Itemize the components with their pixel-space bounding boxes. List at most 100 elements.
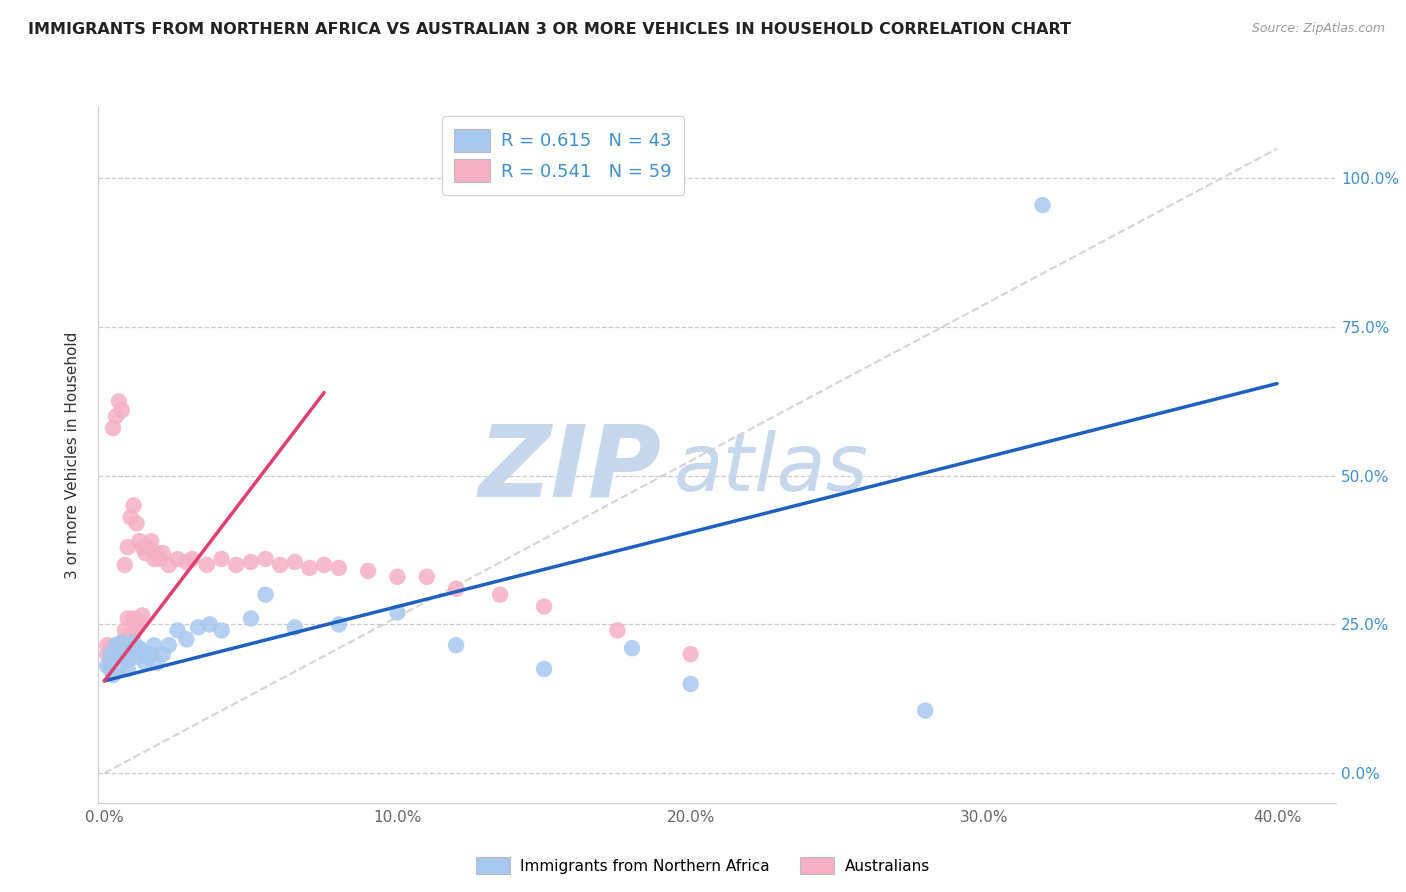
Point [416,570,439,584]
Point [117,540,139,554]
Point [357,564,380,578]
Point [489,588,512,602]
Point [134,546,156,560]
Point [166,552,188,566]
Point [141,647,163,661]
Point [157,558,180,572]
Point [152,647,174,661]
Point [108,662,131,676]
Point [117,662,139,676]
Point [122,635,145,649]
Point [125,516,148,531]
Point [328,617,350,632]
Point [444,582,467,596]
Point [914,704,936,718]
Point [176,632,198,647]
Point [606,624,628,638]
Point [114,624,136,638]
Point [105,650,128,665]
Point [387,606,409,620]
Point [176,555,198,569]
Point [114,641,136,656]
Point [679,677,702,691]
Point [152,546,174,560]
Point [157,638,180,652]
Point [122,499,145,513]
Point [114,638,136,652]
Point [143,552,166,566]
Point [1031,198,1053,212]
Point [117,653,139,667]
Point [298,561,321,575]
Point [198,617,221,632]
Point [108,644,131,658]
Legend: R = 0.615   N = 43, R = 0.541   N = 59: R = 0.615 N = 43, R = 0.541 N = 59 [441,116,685,195]
Point [195,558,218,572]
Point [108,394,131,409]
Point [143,638,166,652]
Point [128,534,150,549]
Point [239,611,262,625]
Text: Source: ZipAtlas.com: Source: ZipAtlas.com [1251,22,1385,36]
Point [117,632,139,647]
Point [146,656,169,670]
Point [125,620,148,634]
Point [125,650,148,665]
Point [101,647,124,661]
Point [533,599,555,614]
Point [284,555,307,569]
Point [444,638,467,652]
Point [98,641,121,656]
Point [98,662,121,676]
Point [621,641,644,656]
Point [111,647,134,661]
Point [328,561,350,575]
Point [105,409,128,424]
Point [149,552,172,566]
Point [284,620,307,634]
Point [131,608,153,623]
Point [120,626,142,640]
Point [105,650,128,665]
Point [211,624,233,638]
Point [114,650,136,665]
Point [122,611,145,625]
Point [117,611,139,625]
Point [211,552,233,566]
Point [136,540,159,554]
Point [254,588,277,602]
Point [269,558,291,572]
Point [181,552,204,566]
Point [679,647,702,661]
Point [225,558,247,572]
Point [105,638,128,652]
Point [114,558,136,572]
Point [96,659,118,673]
Point [98,656,121,670]
Text: IMMIGRANTS FROM NORTHERN AFRICA VS AUSTRALIAN 3 OR MORE VEHICLES IN HOUSEHOLD CO: IMMIGRANTS FROM NORTHERN AFRICA VS AUSTR… [28,22,1071,37]
Point [128,615,150,629]
Point [254,552,277,566]
Point [120,647,142,661]
Point [96,647,118,661]
Point [105,638,128,652]
Point [131,540,153,554]
Point [122,641,145,656]
Point [239,555,262,569]
Text: atlas: atlas [673,430,869,508]
Legend: Immigrants from Northern Africa, Australians: Immigrants from Northern Africa, Austral… [470,851,936,880]
Point [131,644,153,658]
Point [187,620,209,634]
Point [101,421,124,435]
Point [98,647,121,661]
Point [111,635,134,649]
Point [120,510,142,524]
Y-axis label: 3 or more Vehicles in Household: 3 or more Vehicles in Household [65,331,80,579]
Point [122,626,145,640]
Point [134,656,156,670]
Point [128,641,150,656]
Point [111,635,134,649]
Point [314,558,336,572]
Point [141,534,163,549]
Point [111,403,134,417]
